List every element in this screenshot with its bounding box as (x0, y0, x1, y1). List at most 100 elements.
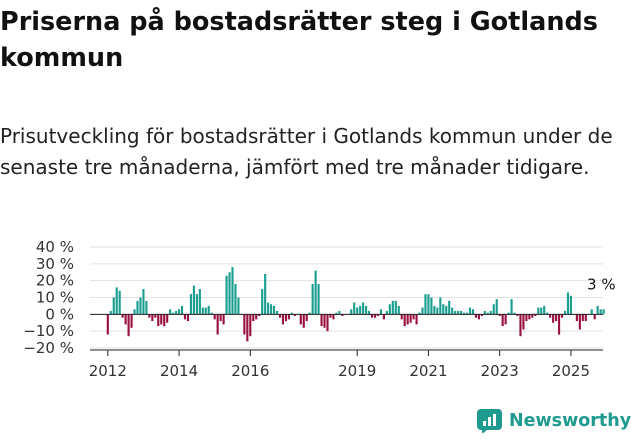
bar (451, 307, 454, 315)
bar (115, 287, 118, 315)
bar (557, 314, 561, 335)
bar (489, 310, 492, 315)
bar (112, 297, 115, 315)
bar (281, 314, 285, 325)
y-tick-label: 0 % (45, 305, 74, 323)
bar (231, 267, 234, 315)
bar (127, 314, 130, 337)
bar (275, 310, 279, 315)
bar (353, 302, 356, 315)
bar (228, 272, 231, 315)
bar (546, 312, 549, 315)
bar (415, 314, 418, 325)
bar (569, 295, 573, 315)
bar (258, 314, 261, 317)
bar (130, 314, 133, 328)
bar (163, 314, 166, 327)
bar (204, 307, 207, 315)
bar (106, 314, 109, 335)
x-tick-label: 2021 (409, 362, 447, 380)
bar (317, 284, 320, 315)
chart-title: Priserna på bostadsrätter steg i Gotland… (0, 7, 598, 73)
y-tick-label: −10 % (23, 322, 74, 340)
bar (308, 312, 311, 315)
bar (314, 270, 317, 315)
bar (219, 314, 222, 322)
bar (560, 314, 564, 318)
bar (124, 314, 127, 325)
bar (552, 314, 555, 323)
bar (519, 314, 522, 337)
bar (201, 307, 204, 315)
bar (154, 314, 157, 318)
y-tick-label: 20 % (36, 272, 74, 290)
bar (299, 314, 302, 325)
bar (270, 304, 273, 315)
bar (498, 314, 501, 317)
bar (462, 312, 466, 315)
bar (350, 309, 353, 315)
bar (169, 309, 172, 315)
bar (356, 307, 359, 315)
bar (207, 305, 210, 315)
bar (457, 310, 460, 315)
newsworthy-logo[interactable]: Newsworthy (477, 409, 631, 433)
bar (373, 314, 377, 318)
bar (584, 314, 587, 322)
bar (483, 310, 486, 315)
bar (388, 304, 391, 315)
bar (278, 314, 282, 318)
bar (382, 314, 385, 320)
bar (362, 302, 365, 315)
bar (430, 297, 433, 315)
bar (145, 300, 148, 315)
bar (436, 307, 439, 315)
bar (549, 314, 552, 318)
bar (172, 312, 175, 315)
bar (471, 309, 475, 315)
x-tick-label: 2012 (89, 362, 127, 380)
bar (189, 294, 193, 315)
bar (341, 314, 344, 317)
bar (593, 314, 596, 320)
bar (534, 314, 537, 317)
bar (326, 314, 329, 332)
bar (445, 305, 448, 315)
bar (225, 275, 228, 315)
bar (142, 289, 145, 315)
bar (403, 314, 406, 327)
bar (394, 300, 397, 315)
bar (195, 294, 198, 315)
bar (540, 307, 543, 315)
bar (284, 314, 288, 322)
bar (261, 289, 264, 315)
bar (513, 312, 516, 315)
bar (338, 310, 341, 315)
bar (566, 292, 570, 315)
bar (418, 312, 421, 315)
bar (379, 309, 383, 315)
bar (216, 314, 219, 335)
newsworthy-icon (477, 409, 502, 433)
bar (421, 307, 424, 315)
bar (166, 314, 169, 323)
bar (442, 304, 445, 315)
bar (439, 297, 442, 315)
x-tick-label: 2025 (552, 362, 590, 380)
bar (599, 309, 602, 315)
bar (177, 309, 181, 315)
bar (255, 314, 258, 320)
bar (246, 314, 249, 342)
x-tick-label: 2016 (231, 362, 269, 380)
bar (510, 299, 513, 315)
bar (486, 312, 489, 315)
bar (249, 314, 252, 337)
bar (237, 297, 240, 315)
x-tick-label: 2023 (481, 362, 519, 380)
bar (465, 312, 469, 315)
y-tick-label: 40 % (36, 238, 74, 256)
bar (183, 314, 187, 320)
x-tick-label: 2014 (160, 362, 198, 380)
bar (454, 310, 457, 315)
